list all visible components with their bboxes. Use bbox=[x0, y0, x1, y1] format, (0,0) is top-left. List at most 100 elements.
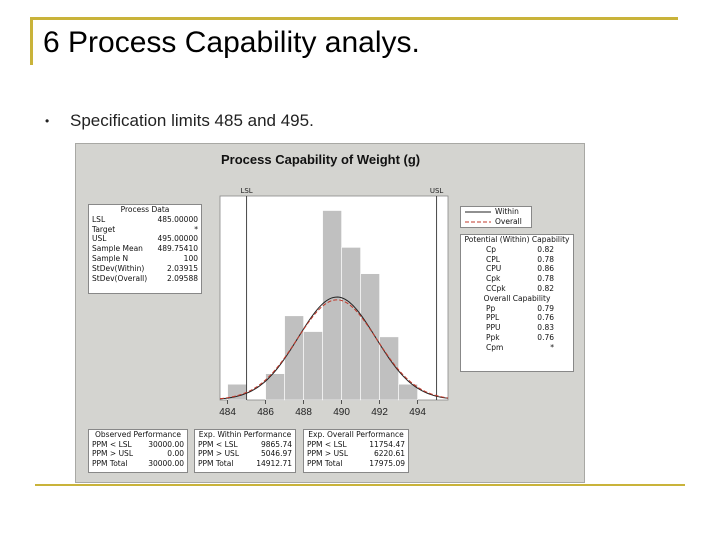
process-data-row-value: 2.09588 bbox=[166, 273, 198, 283]
histogram-bar bbox=[303, 331, 323, 401]
observed-performance-row-value: 0.00 bbox=[167, 449, 184, 459]
potential-capability-row-label: Cp bbox=[486, 244, 496, 254]
overall-capability-row-value: 0.76 bbox=[537, 313, 554, 323]
exp-overall-performance-row-value: 6220.61 bbox=[373, 449, 405, 459]
spec-limit-label: LSL bbox=[240, 187, 252, 195]
histogram-bar bbox=[322, 210, 342, 401]
overall-capability-row-value: 0.79 bbox=[537, 303, 554, 313]
within-curve bbox=[219, 296, 449, 400]
histogram-bar bbox=[284, 315, 304, 401]
exp-overall-performance-row: PPM < LSL 11754.47 bbox=[304, 440, 408, 450]
process-data-row-label: Sample Mean bbox=[92, 244, 143, 254]
exp-overall-performance-box: Exp. Overall Performance PPM < LSL 11754.… bbox=[303, 429, 409, 473]
potential-capability-row-value: 0.78 bbox=[537, 274, 554, 284]
process-data-box: Process Data LSL 485.00000 Target * USL 495.0… bbox=[88, 204, 202, 294]
process-data-row-value: * bbox=[194, 224, 198, 234]
potential-capability-row: CPL 0.78 bbox=[483, 255, 557, 265]
potential-capability-row-label: CCpk bbox=[486, 283, 506, 293]
exp-overall-performance-row-label: PPM Total bbox=[307, 458, 343, 468]
histogram-plot: LSL USL 484 486 488 490 492 494 bbox=[219, 187, 449, 418]
potential-capability-row: CCpk 0.82 bbox=[483, 284, 557, 294]
potential-capability-row-value: 0.82 bbox=[537, 283, 554, 293]
legend-box: Within Overall bbox=[460, 206, 532, 228]
overall-line-swatch bbox=[465, 221, 491, 223]
exp-within-performance-row: PPM Total 14912.71 bbox=[195, 459, 295, 469]
potential-capability-row-label: CPL bbox=[486, 254, 500, 264]
process-data-row: Sample Mean 489.75410 bbox=[89, 244, 201, 254]
overall-capability-row-value: 0.83 bbox=[537, 323, 554, 333]
exp-overall-performance-row: PPM > USL 6220.61 bbox=[304, 449, 408, 459]
histogram-bar bbox=[398, 383, 418, 401]
exp-overall-performance-row-value: 17975.09 bbox=[369, 458, 405, 468]
slide-frame-top bbox=[33, 17, 678, 20]
bullet-text: Specification limits 485 and 495. bbox=[70, 111, 314, 130]
process-data-row: USL 495.00000 bbox=[89, 234, 201, 244]
capability-report-panel: Process Capability of Weight (g) Process… bbox=[75, 143, 585, 483]
overall-capability-heading: Overall Capability bbox=[483, 293, 551, 303]
process-data-row: StDev(Within) 2.03915 bbox=[89, 264, 201, 274]
slide-frame-left bbox=[30, 17, 33, 65]
spec-limit-label: USL bbox=[430, 187, 444, 195]
x-tick-label: 490 bbox=[333, 407, 350, 418]
histogram-bar bbox=[265, 373, 285, 401]
exp-within-performance-row: PPM > USL 5046.97 bbox=[195, 449, 295, 459]
exp-overall-performance-heading: Exp. Overall Performance bbox=[308, 430, 404, 439]
observed-performance-row-label: PPM < LSL bbox=[92, 439, 132, 449]
process-data-row-value: 485.00000 bbox=[157, 214, 198, 224]
histogram-bar bbox=[379, 336, 399, 401]
observed-performance-row: PPM Total 30000.00 bbox=[89, 459, 187, 469]
exp-overall-performance-row-label: PPM < LSL bbox=[307, 439, 347, 449]
x-tick-label: 492 bbox=[371, 407, 388, 418]
overall-curve bbox=[219, 299, 449, 400]
x-tick-label: 494 bbox=[409, 407, 426, 418]
potential-capability-row: Cp 0.82 bbox=[483, 245, 557, 255]
exp-within-performance-row-label: PPM Total bbox=[198, 458, 234, 468]
potential-capability-heading: Potential (Within) Capability bbox=[464, 235, 570, 244]
histogram-bar bbox=[341, 247, 361, 401]
slide-title: 6 Process Capability analys. bbox=[43, 26, 420, 59]
overall-capability-row: Cpm * bbox=[483, 343, 557, 353]
process-data-row-label: Sample N bbox=[92, 253, 129, 263]
overall-capability-row-label: Cpm bbox=[486, 342, 504, 352]
overall-capability-row: Ppk 0.76 bbox=[483, 333, 557, 343]
potential-capability-row-value: 0.78 bbox=[537, 254, 554, 264]
exp-within-performance-row-label: PPM < LSL bbox=[198, 439, 238, 449]
process-data-row: Target * bbox=[89, 225, 201, 235]
legend-overall: Overall bbox=[461, 217, 531, 227]
process-data-row-value: 489.75410 bbox=[157, 244, 198, 254]
overall-capability-row-label: PPU bbox=[486, 323, 501, 333]
slide-frame-bottom bbox=[35, 484, 685, 486]
within-line-swatch bbox=[465, 211, 491, 213]
exp-within-performance-row-value: 9865.74 bbox=[260, 439, 292, 449]
legend-within-label: Within bbox=[495, 207, 519, 216]
overall-capability-row-label: PPL bbox=[486, 313, 500, 323]
histogram-bar bbox=[360, 273, 380, 401]
potential-capability-row: CPU 0.86 bbox=[483, 264, 557, 274]
potential-capability-row-value: 0.82 bbox=[537, 244, 554, 254]
process-data-row-label: USL bbox=[92, 234, 107, 244]
potential-capability-row-value: 0.86 bbox=[537, 264, 554, 274]
process-data-row-label: LSL bbox=[92, 214, 106, 224]
observed-performance-row-value: 30000.00 bbox=[148, 458, 184, 468]
process-data-row: LSL 485.00000 bbox=[89, 215, 201, 225]
process-data-row: StDev(Overall) 2.09588 bbox=[89, 274, 201, 284]
chart-title: Process Capability of Weight (g) bbox=[221, 152, 421, 167]
overall-capability-row-label: Pp bbox=[486, 303, 496, 313]
process-data-row-label: StDev(Overall) bbox=[92, 273, 148, 283]
exp-within-performance-row-label: PPM > USL bbox=[198, 449, 239, 459]
overall-capability-row-value: * bbox=[550, 342, 554, 352]
process-data-row-value: 100 bbox=[183, 253, 198, 263]
observed-performance-row: PPM > USL 0.00 bbox=[89, 449, 187, 459]
exp-overall-performance-row: PPM Total 17975.09 bbox=[304, 459, 408, 469]
process-data-row: Sample N 100 bbox=[89, 254, 201, 264]
process-data-row-label: StDev(Within) bbox=[92, 263, 145, 273]
exp-overall-performance-row-value: 11754.47 bbox=[369, 439, 405, 449]
process-data-heading: Process Data bbox=[120, 205, 170, 214]
exp-within-performance-row-value: 5046.97 bbox=[260, 449, 292, 459]
x-tick-label: 488 bbox=[295, 407, 312, 418]
exp-within-performance-heading: Exp. Within Performance bbox=[198, 430, 292, 439]
x-tick-label: 484 bbox=[219, 407, 236, 418]
observed-performance-row-value: 30000.00 bbox=[148, 439, 184, 449]
potential-capability-row: Cpk 0.78 bbox=[483, 274, 557, 284]
capability-box: Potential (Within) Capability Cp 0.82 CPL 0… bbox=[460, 234, 574, 372]
